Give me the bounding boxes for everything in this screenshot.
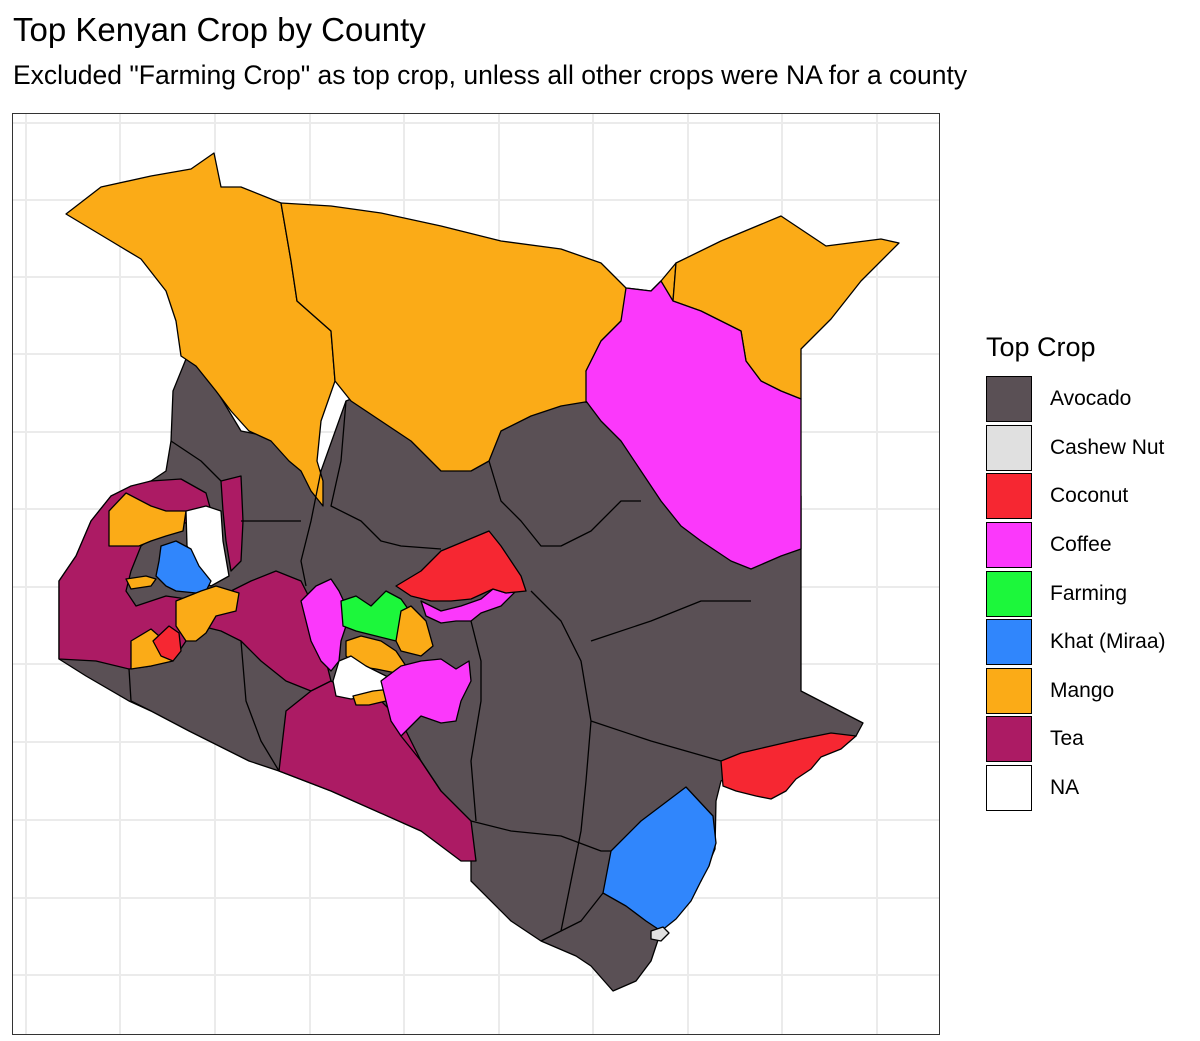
- legend-item-coffee: Coffee: [986, 521, 1196, 570]
- legend-swatch: [986, 716, 1032, 763]
- map-panel: [12, 113, 940, 1035]
- legend-item-mango: Mango: [986, 667, 1196, 716]
- legend-swatch: [986, 619, 1032, 666]
- county-coconut-samburu: [395, 530, 527, 602]
- legend-swatch: [986, 570, 1032, 617]
- legend-swatch: [986, 765, 1032, 812]
- legend-item-avocado: Avocado: [986, 375, 1196, 424]
- county-cashew-mombasa: [650, 926, 670, 942]
- legend-label: NA: [1050, 776, 1080, 800]
- legend: Top Crop Avocado Cashew Nut Coconut Coffee F…: [986, 330, 1196, 812]
- legend-label: Coffee: [1050, 533, 1112, 557]
- kenya-county-map: [13, 114, 939, 1034]
- legend-label: Coconut: [1050, 484, 1129, 508]
- legend-swatch: [986, 522, 1032, 569]
- legend-items: Avocado Cashew Nut Coconut Coffee Farming Kha…: [986, 375, 1196, 812]
- legend-label: Avocado: [1050, 387, 1132, 411]
- county-coffee-machakos: [380, 658, 472, 737]
- county-coconut-kisii: [152, 625, 182, 662]
- county-tea-kericho: [220, 475, 244, 572]
- county-coconut-lamu: [720, 732, 857, 800]
- legend-item-na: NA: [986, 764, 1196, 813]
- county-mango-meru: [395, 605, 434, 657]
- legend-item-cashew-nut: Cashew Nut: [986, 424, 1196, 473]
- legend-label: Tea: [1050, 727, 1084, 751]
- legend-label: Farming: [1050, 581, 1128, 605]
- legend-label: Cashew Nut: [1050, 435, 1165, 459]
- legend-label: Khat (Miraa): [1050, 630, 1166, 654]
- county-mango-transnzoia: [108, 492, 187, 547]
- county-mango-turkana: [65, 152, 336, 507]
- county-coffee-isiolo: [420, 588, 517, 624]
- county-coffee-nyandarua: [300, 578, 347, 672]
- legend-swatch: [986, 473, 1032, 520]
- county-borders: [128, 400, 751, 942]
- legend-item-coconut: Coconut: [986, 472, 1196, 521]
- county-khat-kilifi: [602, 786, 717, 932]
- county-coffee-wajir: [585, 280, 802, 570]
- chart-title: Top Kenyan Crop by County: [13, 11, 426, 48]
- legend-swatch: [986, 376, 1032, 423]
- legend-item-khat-miraa: Khat (Miraa): [986, 618, 1196, 667]
- legend-item-farming: Farming: [986, 569, 1196, 618]
- chart-subtitle: Excluded "Farming Crop" as top crop, unl…: [13, 60, 968, 90]
- legend-label: Mango: [1050, 678, 1115, 702]
- county-mango-kisumu: [175, 585, 240, 642]
- legend-swatch: [986, 667, 1032, 714]
- legend-title: Top Crop: [986, 332, 1096, 362]
- county-mango-busia: [125, 575, 157, 590]
- legend-item-tea: Tea: [986, 715, 1196, 764]
- legend-swatch: [986, 424, 1032, 471]
